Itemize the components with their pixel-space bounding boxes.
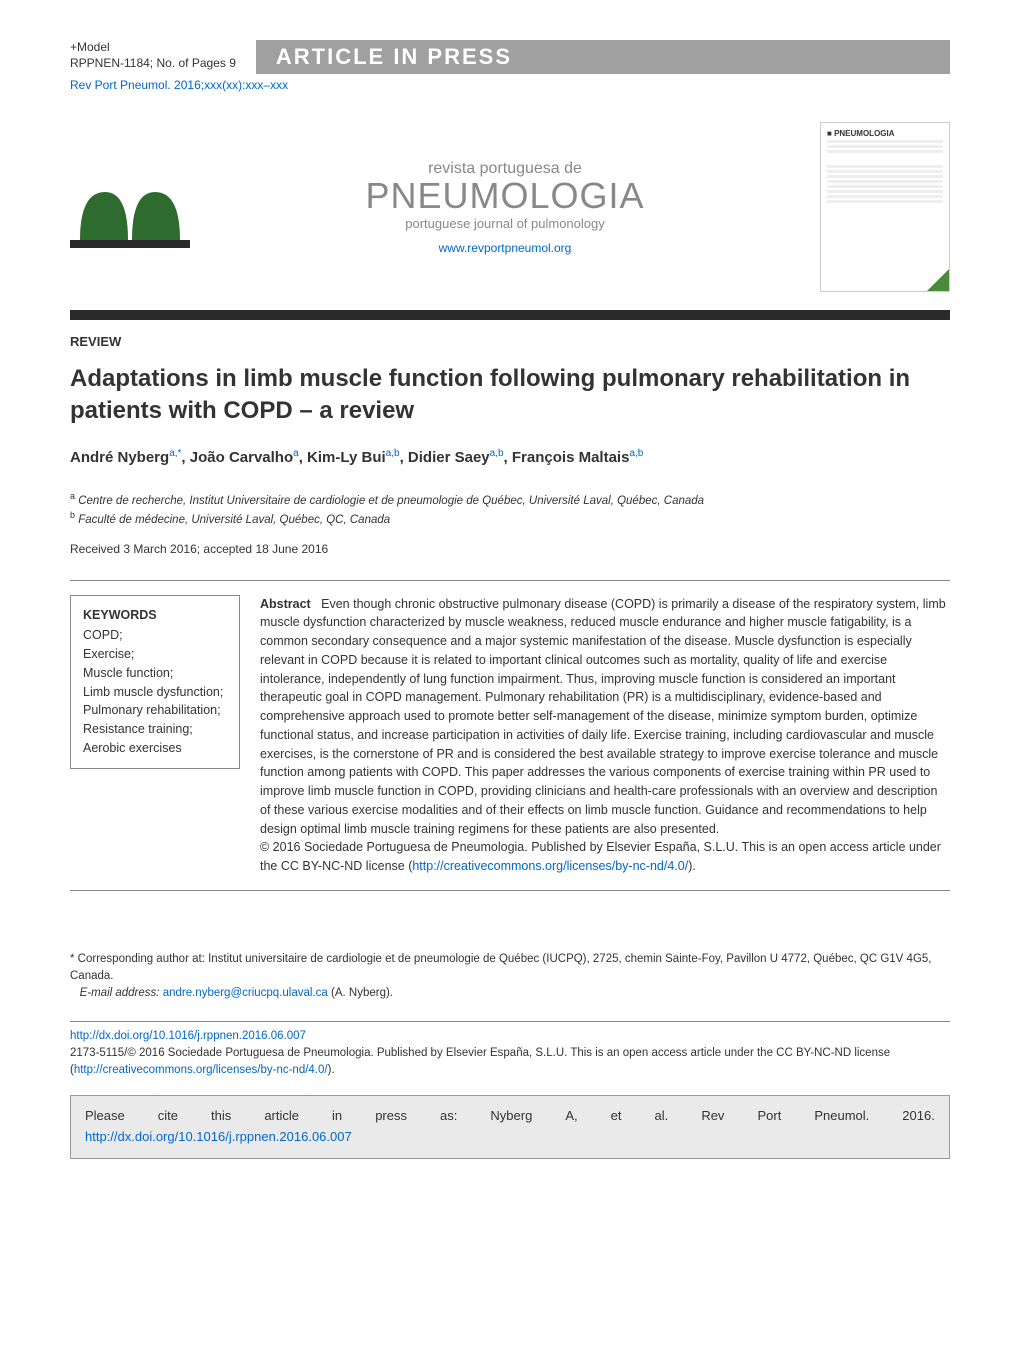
divider-line	[70, 1021, 950, 1022]
keyword-item: Resistance training;	[83, 720, 227, 739]
corr-email-name: (A. Nyberg).	[331, 987, 393, 999]
cite-word: et	[611, 1106, 622, 1127]
cite-word: Rev	[701, 1106, 724, 1127]
cite-word: Nyberg	[490, 1106, 532, 1127]
keyword-item: Aerobic exercises	[83, 739, 227, 758]
corr-text: * Corresponding author at: Institut univ…	[70, 951, 950, 986]
email-label: E-mail address:	[80, 987, 160, 999]
author: François Maltaisa,b	[512, 449, 643, 466]
model-line2: RPPNEN-1184; No. of Pages 9	[70, 56, 236, 72]
keyword-item: Exercise;	[83, 645, 227, 664]
journal-title: PNEUMOLOGIA	[190, 178, 820, 214]
citation-line: Rev Port Pneumol. 2016;xxx(xx):xxx–xxx	[70, 78, 950, 92]
cite-spread: Please cite this article in press as: Nyberg A, e…	[85, 1106, 935, 1127]
doi-link[interactable]: http://dx.doi.org/10.1016/j.rppnen.2016.…	[70, 1030, 306, 1042]
cite-word: article	[264, 1106, 299, 1127]
abstract-text: Abstract Even though chronic obstructive…	[240, 580, 950, 891]
article-in-press-banner: ARTICLE IN PRESS	[256, 40, 950, 74]
journal-url[interactable]: www.revportpneumol.org	[190, 241, 820, 255]
journal-subtitle-2: portuguese journal of pulmonology	[190, 216, 820, 231]
author: Didier Saeya,b	[408, 449, 504, 466]
corr-email-link[interactable]: andre.nyberg@criucpq.ulaval.ca	[163, 987, 328, 999]
journal-cover-thumbnail: ■ PNEUMOLOGIA	[820, 122, 950, 292]
abstract-heading: Abstract	[260, 597, 311, 611]
license-link[interactable]: http://creativecommons.org/licenses/by-n…	[412, 859, 688, 873]
article-title: Adaptations in limb muscle function foll…	[70, 363, 950, 428]
cite-word: Pneumol.	[814, 1106, 869, 1127]
cite-word: al.	[655, 1106, 669, 1127]
authors-line: André Nyberga,*, João Carvalhoa, Kim-Ly …	[70, 448, 950, 466]
cover-corner-icon	[927, 269, 949, 291]
keyword-item: Muscle function;	[83, 664, 227, 683]
doi-block: http://dx.doi.org/10.1016/j.rppnen.2016.…	[70, 1028, 950, 1080]
cite-word: cite	[158, 1106, 178, 1127]
keywords-list: COPD;Exercise;Muscle function;Limb muscl…	[83, 626, 227, 757]
page-container: +Model RPPNEN-1184; No. of Pages 9 ARTIC…	[0, 0, 1020, 1189]
corresponding-author: * Corresponding author at: Institut univ…	[70, 951, 950, 1003]
cite-word: this	[211, 1106, 231, 1127]
cite-word: Port	[757, 1106, 781, 1127]
cite-word: press	[375, 1106, 407, 1127]
author: João Carvalhoa	[190, 449, 299, 466]
journal-logo-icon	[70, 162, 190, 252]
article-dates: Received 3 March 2016; accepted 18 June …	[70, 542, 950, 556]
model-box: +Model RPPNEN-1184; No. of Pages 9	[70, 40, 236, 71]
cover-thumb-title: ■ PNEUMOLOGIA	[827, 129, 943, 138]
cite-word: A,	[565, 1106, 577, 1127]
keyword-item: Limb muscle dysfunction;	[83, 683, 227, 702]
cite-word: in	[332, 1106, 342, 1127]
cite-box: Please cite this article in press as: Nyberg A, e…	[70, 1095, 950, 1159]
masthead: revista portuguesa de PNEUMOLOGIA portug…	[70, 112, 950, 310]
model-line1: +Model	[70, 40, 236, 56]
cite-word: Please	[85, 1106, 125, 1127]
keywords-box: KEYWORDS COPD;Exercise;Muscle function;L…	[70, 595, 240, 769]
abstract-block: KEYWORDS COPD;Exercise;Muscle function;L…	[70, 580, 950, 891]
abstract-body: Even though chronic obstructive pulmonar…	[260, 597, 946, 836]
top-bar: +Model RPPNEN-1184; No. of Pages 9 ARTIC…	[70, 40, 950, 74]
cite-doi-link[interactable]: http://dx.doi.org/10.1016/j.rppnen.2016.…	[85, 1129, 352, 1144]
abstract-copyright-end: ).	[688, 859, 696, 873]
journal-url-link[interactable]: www.revportpneumol.org	[439, 241, 572, 255]
affiliation: b Faculté de médecine, Université Laval,…	[70, 509, 950, 528]
affiliation: a Centre de recherche, Institut Universi…	[70, 490, 950, 509]
cite-word: as:	[440, 1106, 457, 1127]
keyword-item: Pulmonary rehabilitation;	[83, 701, 227, 720]
author: Kim-Ly Buia,b	[307, 449, 400, 466]
issn-end: ).	[328, 1064, 335, 1076]
cite-word: 2016.	[902, 1106, 935, 1127]
author: André Nyberga,*	[70, 449, 181, 466]
keyword-item: COPD;	[83, 626, 227, 645]
keywords-heading: KEYWORDS	[83, 606, 227, 625]
divider-bar	[70, 310, 950, 320]
affiliations: a Centre de recherche, Institut Universi…	[70, 490, 950, 528]
masthead-center: revista portuguesa de PNEUMOLOGIA portug…	[190, 160, 820, 255]
license-link-footer[interactable]: http://creativecommons.org/licenses/by-n…	[74, 1064, 328, 1076]
section-label: REVIEW	[70, 334, 950, 349]
